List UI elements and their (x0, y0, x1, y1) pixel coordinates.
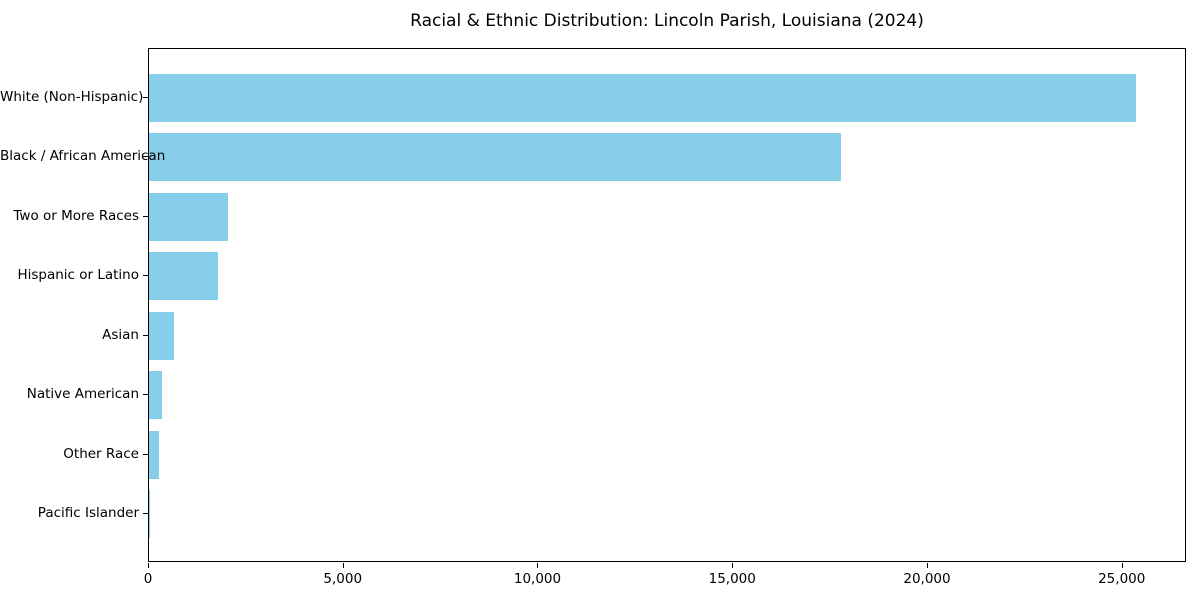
y-axis-label: Native American (26, 386, 139, 403)
x-tick (732, 563, 734, 568)
bar-white-non-hispanic (149, 73, 1137, 122)
y-axis-label: Other Race (63, 445, 139, 462)
bar-two-or-more-races (149, 192, 228, 241)
y-axis-label: Two or More Races (13, 207, 139, 224)
y-tick (143, 275, 148, 277)
bar-black-african-american (149, 133, 841, 182)
y-tick (143, 96, 148, 98)
y-axis-label: White (Non-Hispanic) (0, 88, 144, 105)
x-tick-label: 0 (143, 571, 153, 587)
y-tick (143, 394, 148, 396)
chart-title: Racial & Ethnic Distribution: Lincoln Pa… (410, 11, 924, 31)
x-tick-label: 20,000 (903, 571, 951, 587)
bar-native-american (149, 371, 162, 420)
y-axis-label: Asian (102, 326, 139, 343)
x-tick-label: 25,000 (1098, 571, 1146, 587)
plot-area (148, 48, 1186, 562)
y-tick (143, 453, 148, 455)
bar-pacific-islander (149, 490, 150, 539)
x-tick (1121, 563, 1123, 568)
x-tick (537, 563, 539, 568)
y-tick (143, 156, 148, 158)
bar-other-race (149, 430, 159, 479)
x-tick (342, 563, 344, 568)
bar-asian (149, 311, 174, 360)
y-tick (143, 215, 148, 217)
x-tick-label: 10,000 (513, 571, 562, 587)
y-tick (143, 513, 148, 515)
y-axis-label: Black / African American (0, 148, 166, 165)
y-tick (143, 334, 148, 336)
x-tick (148, 563, 149, 568)
y-axis-label: Pacific Islander (37, 505, 139, 522)
x-tick-label: 15,000 (708, 571, 756, 587)
x-tick (926, 563, 928, 568)
bar-hispanic-or-latino (149, 252, 218, 301)
x-tick-label: 5,000 (323, 571, 363, 587)
y-axis-label: Hispanic or Latino (17, 267, 139, 284)
